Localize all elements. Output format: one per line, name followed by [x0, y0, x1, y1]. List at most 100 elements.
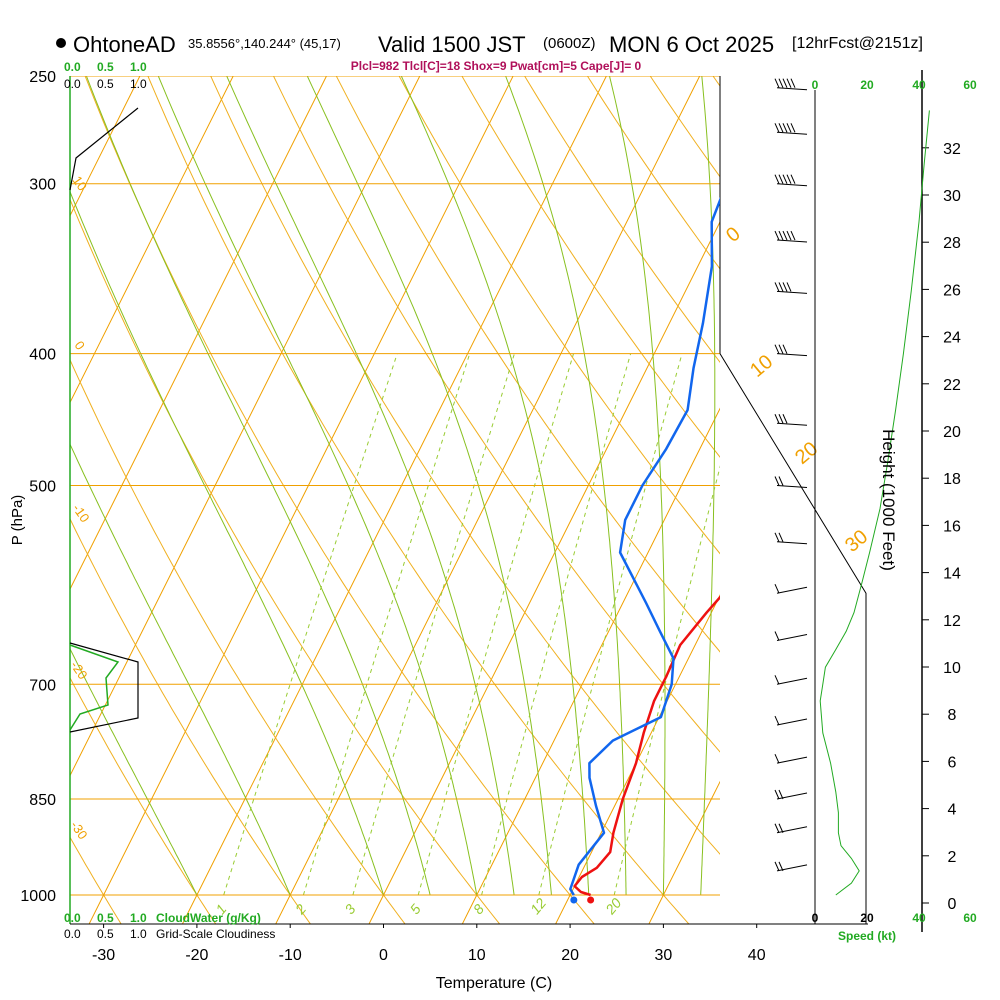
wind-barb-flag [774, 823, 780, 833]
height-tick-label: 26 [943, 282, 961, 299]
cloud-water-bottom-tick: 0.0 [64, 911, 81, 925]
dry-adiabat-label: -10 [70, 501, 93, 525]
dry-adiabat-line [70, 358, 406, 924]
wind-barb-flag [774, 675, 780, 685]
wind-scale-bottom-tick: 60 [963, 911, 977, 925]
height-tick-label: 2 [948, 849, 957, 866]
pressure-tick-label: 400 [29, 347, 56, 364]
wind-barb-flag [790, 230, 796, 241]
moist-adiabat-line [700, 76, 716, 896]
wind-scale-top-tick: 20 [860, 78, 874, 92]
moist-adiabat-line [85, 76, 431, 896]
cloudiness-label: Grid-Scale Cloudiness [156, 927, 275, 941]
moist-adiabat-line [608, 76, 666, 895]
wind-barb-staff [776, 864, 808, 872]
wind-scale-top-tick: 0 [812, 78, 819, 92]
isotherm-line [70, 76, 234, 404]
moist-adiabat-line [157, 76, 478, 896]
wind-barb-flag [774, 174, 780, 184]
wind-barb-flag [774, 861, 780, 872]
wind-barb-flag [778, 344, 784, 354]
valid-time: Valid 1500 JST [378, 32, 526, 57]
isotherm-line [70, 76, 421, 777]
dry-adiabat-label: 0 [72, 338, 88, 353]
dry-adiabat-line [986, 27, 1000, 952]
mixing-ratio-label: 12 [527, 895, 549, 917]
height-tick-label: 18 [943, 471, 961, 488]
height-tick-label: 6 [948, 754, 957, 771]
isotherm-line [70, 76, 328, 591]
valid-date: MON 6 Oct 2025 [609, 32, 774, 57]
dry-adiabat-line [210, 76, 720, 855]
wind-barb-flag [774, 78, 780, 88]
wind-barb-flag [778, 230, 784, 241]
dry-adiabat-line [272, 76, 720, 753]
dry-adiabat-label: 10 [70, 173, 91, 193]
moist-adiabat-line [306, 76, 552, 896]
moist-adiabat-line [70, 190, 384, 896]
wind-barb-staff [776, 586, 808, 594]
dry-adiabat-line [524, 76, 720, 363]
wind-barb-flag [778, 861, 784, 872]
dry-adiabat-line [335, 76, 720, 653]
wind-barb-flag [782, 344, 788, 354]
height-axis-title: Height (1000 Feet) [879, 429, 898, 571]
stability-indices: Plcl=982 Tlcl[C]=18 Shox=9 Pwat[cm]=5 Ca… [351, 59, 642, 73]
height-tick-label: 12 [943, 613, 961, 630]
wind-barb-staff [776, 183, 808, 187]
moist-adiabat-line [400, 76, 590, 896]
temperature-tick-label: 10 [468, 947, 486, 964]
wind-barb-flag [774, 715, 780, 726]
wind-barb-flag [786, 78, 792, 88]
isotherm-line [742, 27, 1000, 924]
height-tick-label: 24 [943, 330, 961, 347]
pressure-tick-label: 300 [29, 177, 56, 194]
cloud-water-top-tick: 0.5 [97, 60, 114, 74]
wind-barb-flag [774, 789, 780, 800]
isotherm-label: 0 [722, 223, 745, 247]
isotherm-label: 20 [791, 438, 822, 469]
wind-barb-flag [778, 174, 784, 184]
isotherm-line [648, 780, 720, 924]
height-tick-label: 14 [943, 566, 961, 583]
temperature-surface-point [587, 896, 595, 904]
temperature-tick-label: -30 [92, 947, 115, 964]
cloudiness-bottom-tick: 0.0 [64, 927, 81, 941]
cloud-water-top-tick: 1.0 [130, 60, 147, 74]
cloud-water-profile [69, 644, 120, 731]
wind-scale-bottom-tick: 40 [912, 911, 926, 925]
wind-barb-flag [774, 230, 780, 241]
wind-barb-flag [774, 282, 780, 292]
wind-speed-label: Speed (kt) [838, 929, 896, 943]
dewpoint-series-line [569, 196, 720, 896]
cloud-water-bottom-tick: 1.0 [130, 911, 147, 925]
wind-barb-staff [776, 826, 808, 834]
temperature-tick-label: -20 [185, 947, 208, 964]
dry-adiabat-line [741, 27, 1000, 952]
cloud-water-bottom-tick: 0.5 [97, 911, 114, 925]
cloud-water-top-tick: 0.0 [64, 60, 81, 74]
cloudiness-top-tick: 1.0 [130, 77, 147, 91]
mixing-ratio-label: 8 [470, 901, 487, 917]
pressure-tick-label: 500 [29, 479, 56, 496]
dry-adiabat-label: -20 [68, 658, 91, 682]
wind-barb-flag [778, 532, 784, 543]
height-tick-label: 10 [943, 660, 961, 677]
wind-barb-staff [776, 756, 808, 764]
wind-barb-flag [774, 123, 780, 133]
wind-barb-flag [778, 823, 784, 833]
wind-barb-flag [774, 476, 780, 486]
height-tick-label: 22 [943, 377, 961, 394]
upper-right-boundary [719, 353, 867, 924]
wind-barb-staff [776, 541, 808, 545]
wind-barb-flag [790, 174, 796, 184]
pressure-tick-label: 700 [29, 677, 56, 694]
x-axis-title: Temperature (C) [436, 975, 552, 992]
mixing-ratio-label: 2 [291, 901, 309, 918]
site-coords: 35.8556°,140.244° (45,17) [188, 36, 341, 51]
cloudiness-profile-lower [69, 642, 139, 733]
mixing-ratio-label: 3 [341, 901, 358, 917]
height-tick-label: 8 [948, 707, 957, 724]
wind-barb-flag [790, 123, 796, 133]
wind-scale-bottom-tick: 0 [812, 911, 819, 925]
